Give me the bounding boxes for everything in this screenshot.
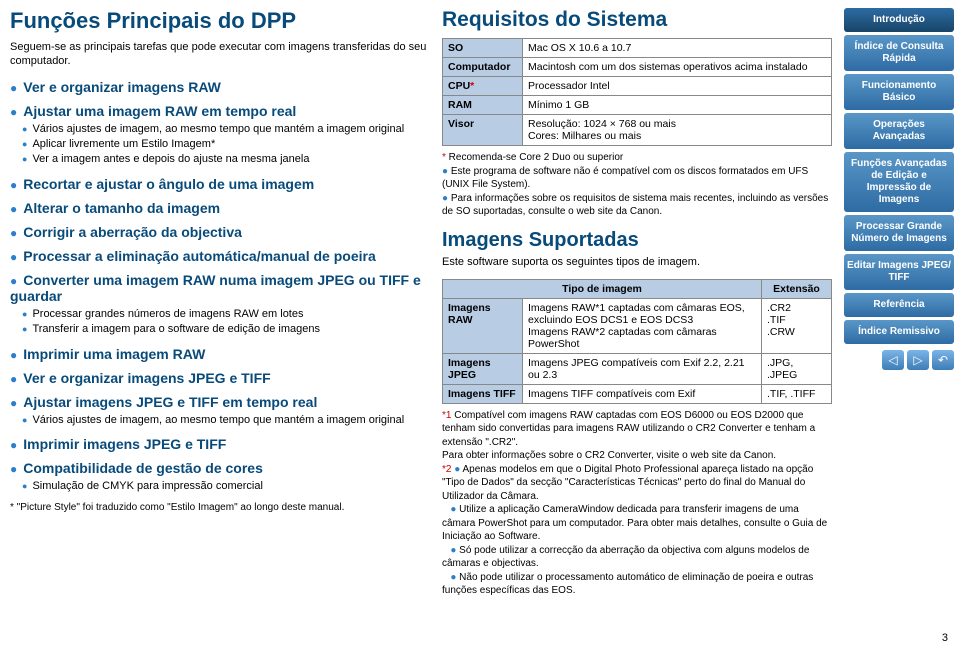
sidebar-item-intro[interactable]: Introdução bbox=[844, 8, 954, 32]
req-value: Macintosh com um dos sistemas operativos… bbox=[523, 58, 832, 77]
sup-sub: Este software suporta os seguintes tipos… bbox=[442, 255, 832, 269]
img-ext: .CR2 .TIF .CRW bbox=[762, 298, 832, 353]
table-header: Tipo de imagem bbox=[443, 279, 762, 298]
img-ext: .JPG, .JPEG bbox=[762, 353, 832, 384]
sidebar-item-edit[interactable]: Funções Avançadas de Edição e Impressão … bbox=[844, 152, 954, 212]
req-value: Processador Intel bbox=[523, 77, 832, 96]
prev-page-button[interactable]: ◁ bbox=[882, 350, 904, 370]
subfeature: Aplicar livremente um Estilo Imagem* bbox=[22, 137, 430, 152]
subfeature: Ver a imagem antes e depois do ajuste na… bbox=[22, 152, 430, 167]
sidebar-item-index[interactable]: Índice de Consulta Rápida bbox=[844, 35, 954, 71]
feature-item: Compatibilidade de gestão de cores bbox=[10, 460, 430, 476]
subfeature: Processar grandes números de imagens RAW… bbox=[22, 307, 430, 322]
req-value: Mínimo 1 GB bbox=[523, 96, 832, 115]
supported-table: Tipo de imagemExtensão Imagens RAWImagen… bbox=[442, 279, 832, 404]
feature-item: Imprimir imagens JPEG e TIFF bbox=[10, 436, 430, 452]
img-desc: Imagens JPEG compatíveis com Exif 2.2, 2… bbox=[523, 353, 762, 384]
img-type: Imagens TIFF bbox=[443, 384, 523, 403]
req-value: Mac OS X 10.6 a 10.7 bbox=[523, 39, 832, 58]
feature-item: Processar a eliminação automática/manual… bbox=[10, 248, 430, 264]
req-label: Computador bbox=[443, 58, 523, 77]
img-desc: Imagens TIFF compatíveis com Exif bbox=[523, 384, 762, 403]
subfeature: Simulação de CMYK para impressão comerci… bbox=[22, 479, 430, 494]
img-type: Imagens RAW bbox=[443, 298, 523, 353]
page-title-left: Funções Principais do DPP bbox=[10, 8, 430, 34]
req-value: Resolução: 1024 × 768 ou mais Cores: Mil… bbox=[523, 115, 832, 146]
intro-text: Seguem-se as principais tarefas que pode… bbox=[10, 40, 430, 69]
sidebar-item-basic[interactable]: Funcionamento Básico bbox=[844, 74, 954, 110]
sup-footnotes: *1 Compatível com imagens RAW captadas c… bbox=[442, 409, 832, 598]
req-label: SO bbox=[443, 39, 523, 58]
feature-item: Ajustar imagens JPEG e TIFF em tempo rea… bbox=[10, 394, 430, 410]
back-button[interactable]: ↶ bbox=[932, 350, 954, 370]
feature-item: Imprimir uma imagem RAW bbox=[10, 346, 430, 362]
req-label: CPU* bbox=[443, 77, 523, 96]
subfeature: Vários ajustes de imagem, ao mesmo tempo… bbox=[22, 122, 430, 137]
feature-item: Ver e organizar imagens JPEG e TIFF bbox=[10, 370, 430, 386]
table-header: Extensão bbox=[762, 279, 832, 298]
img-ext: .TIF, .TIFF bbox=[762, 384, 832, 403]
subfeature: Transferir a imagem para o software de e… bbox=[22, 322, 430, 337]
next-page-button[interactable]: ▷ bbox=[907, 350, 929, 370]
feature-item: Converter uma imagem RAW numa imagem JPE… bbox=[10, 272, 430, 304]
req-notes: * Recomenda-se Core 2 Duo ou superior ● … bbox=[442, 151, 832, 219]
feature-item: Ver e organizar imagens RAW bbox=[10, 79, 430, 95]
sidebar-item-advanced[interactable]: Operações Avançadas bbox=[844, 113, 954, 149]
subfeature: Vários ajustes de imagem, ao mesmo tempo… bbox=[22, 413, 430, 428]
sidebar-item-remiss[interactable]: Índice Remissivo bbox=[844, 320, 954, 344]
img-desc: Imagens RAW*1 captadas com câmaras EOS, … bbox=[523, 298, 762, 353]
section-title-req: Requisitos do Sistema bbox=[442, 8, 832, 32]
req-label: RAM bbox=[443, 96, 523, 115]
feature-item: Alterar o tamanho da imagem bbox=[10, 200, 430, 216]
footnote: * "Picture Style" foi traduzido como "Es… bbox=[10, 502, 430, 513]
feature-item: Ajustar uma imagem RAW em tempo real bbox=[10, 103, 430, 119]
sidebar-item-jpeg[interactable]: Editar Imagens JPEG/ TIFF bbox=[844, 254, 954, 290]
req-label: Visor bbox=[443, 115, 523, 146]
section-title-sup: Imagens Suportadas bbox=[442, 229, 832, 252]
feature-item: Recortar e ajustar o ângulo de uma image… bbox=[10, 176, 430, 192]
feature-item: Corrigir a aberração da objectiva bbox=[10, 224, 430, 240]
img-type: Imagens JPEG bbox=[443, 353, 523, 384]
page-number: 3 bbox=[942, 632, 948, 644]
sidebar-item-ref[interactable]: Referência bbox=[844, 293, 954, 317]
requirements-table: SOMac OS X 10.6 a 10.7 ComputadorMacinto… bbox=[442, 38, 832, 146]
sidebar-item-batch[interactable]: Processar Grande Número de Imagens bbox=[844, 215, 954, 251]
